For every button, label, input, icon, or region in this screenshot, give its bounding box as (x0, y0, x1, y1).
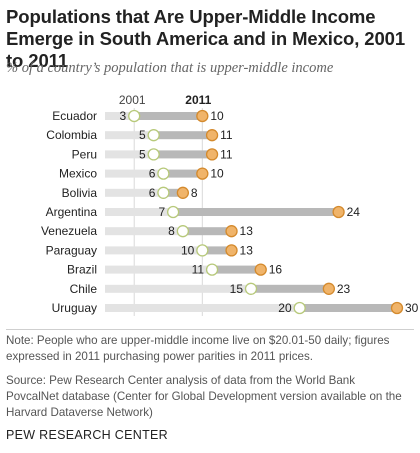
base-bar (105, 227, 183, 236)
chart-title: Populations that Are Upper-Middle Income… (6, 6, 406, 71)
category-label: Mexico (59, 167, 97, 181)
value-label-2011: 8 (191, 186, 198, 200)
chart-subtitle: % of a country’s population that is uppe… (6, 60, 334, 76)
value-label-2001: 15 (230, 282, 244, 296)
value-label-2011: 23 (337, 282, 351, 296)
dot-2001 (147, 148, 160, 161)
dot-2011 (332, 205, 345, 219)
change-bar (134, 112, 203, 120)
change-bar (251, 284, 329, 293)
dot-2011 (254, 263, 267, 276)
base-bar (105, 188, 164, 197)
dot-2001 (244, 282, 258, 295)
dot-2001 (176, 225, 190, 238)
base-bar (105, 265, 213, 274)
value-label-2001: 5 (139, 147, 146, 161)
value-label-2011: 13 (240, 243, 254, 257)
divider (6, 329, 414, 330)
category-label: Bolivia (62, 186, 98, 200)
change-bar (182, 227, 232, 236)
dot-2001 (196, 244, 209, 257)
base-bar (105, 208, 174, 216)
brand-footer: PEW RESEARCH CENTER (6, 428, 168, 442)
value-label-2001: 6 (149, 186, 156, 200)
base-bar (105, 169, 164, 178)
category-label: Uruguay (52, 301, 97, 315)
dot-2011 (196, 109, 209, 123)
value-label-2001: 11 (192, 263, 205, 277)
value-label-2001: 20 (278, 301, 292, 315)
dot-2001 (205, 263, 219, 276)
change-bar (163, 188, 183, 197)
dot-2001 (147, 129, 160, 142)
value-label-2011: 24 (347, 205, 361, 219)
category-label: Argentina (46, 205, 98, 219)
dot-2011 (225, 225, 238, 238)
dot-2011 (176, 186, 190, 199)
chart-source: Source: Pew Research Center analysis of … (6, 374, 402, 419)
change-bar (299, 304, 397, 312)
value-label-2001: 8 (168, 224, 175, 238)
change-bar (212, 265, 261, 274)
value-label-2001: 10 (181, 243, 195, 257)
value-label-2011: 10 (210, 167, 224, 181)
legend-start-label: 2001 (119, 93, 146, 107)
change-bar (163, 169, 203, 178)
change-bar (173, 208, 339, 216)
base-bar (105, 112, 135, 120)
value-label-2001: 6 (149, 167, 156, 181)
category-label: Venezuela (41, 224, 97, 238)
legend-end-label: 2011 (185, 93, 211, 107)
dot-2011 (390, 301, 404, 315)
value-label-2001: 5 (139, 128, 146, 142)
dot-2001 (157, 167, 170, 180)
base-bar (105, 304, 300, 312)
value-label-2011: 11 (220, 128, 233, 142)
value-label-2001: 7 (158, 205, 165, 219)
value-label-2001: 3 (120, 109, 127, 123)
dot-2001 (128, 109, 141, 123)
change-bar (153, 150, 213, 159)
value-label-2011: 30 (405, 301, 419, 315)
dot-2011 (205, 148, 219, 161)
change-bar (153, 131, 213, 140)
chart-note: Note: People who are upper-middle income… (6, 334, 390, 363)
change-bar (202, 246, 232, 255)
base-bar (105, 150, 154, 159)
category-label: Ecuador (52, 109, 97, 123)
value-label-2011: 13 (240, 224, 254, 238)
dot-2011 (322, 282, 336, 295)
base-bar (105, 246, 203, 255)
value-label-2011: 10 (210, 109, 224, 123)
category-label: Colombia (46, 128, 97, 142)
dot-2011 (225, 244, 238, 257)
value-label-2011: 16 (269, 263, 283, 277)
category-label: Paraguay (46, 243, 97, 257)
dot-2001 (293, 301, 306, 315)
dot-2001 (166, 205, 180, 219)
category-label: Chile (70, 282, 98, 296)
base-bar (105, 131, 154, 140)
category-label: Brazil (67, 263, 97, 277)
base-bar (105, 284, 251, 293)
dot-2001 (157, 186, 170, 199)
value-label-2011: 11 (220, 147, 233, 161)
dot-2011 (205, 129, 219, 142)
dot-2011 (196, 167, 209, 180)
category-label: Peru (72, 147, 97, 161)
